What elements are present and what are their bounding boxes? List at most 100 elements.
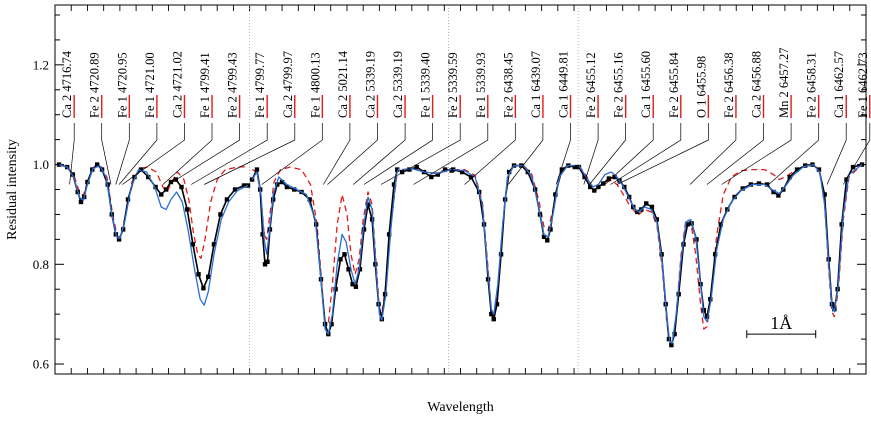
observed-point: [94, 162, 100, 167]
series-group: [56, 162, 865, 348]
line-id-leader: [508, 123, 544, 185]
line-id-leader: [380, 123, 461, 185]
observed-point: [138, 167, 144, 172]
line-id-leader: [610, 123, 682, 185]
line-id-label: O 1 6455.98: [694, 56, 708, 118]
line-id-leader: [122, 123, 185, 185]
y-tick-label: 1.2: [33, 57, 49, 72]
line-id-leader: [162, 123, 213, 185]
observed-point: [386, 232, 392, 237]
observed-point: [254, 167, 260, 172]
line-id-leader: [327, 123, 378, 185]
observed-point: [672, 331, 677, 337]
line-id-label: Fe 2 4799.43: [226, 52, 240, 118]
observed-point: [196, 272, 201, 277]
line-identifications: Ca 2 4716.74 Fe 2 4720.89 Fe 1 4720.95 Fe 1…: [60, 48, 871, 185]
observed-point: [596, 184, 601, 190]
observed-point: [704, 314, 710, 319]
series-model-red: [578, 163, 863, 346]
observed-point: [168, 179, 174, 185]
line-id-leader: [555, 123, 571, 185]
y-tick-label: 0.8: [33, 257, 49, 272]
observed-point: [399, 169, 405, 175]
y-axis: 0.6 0.8 1.0 1.2: [33, 14, 866, 372]
observed-point: [756, 181, 762, 186]
observed-point: [146, 174, 151, 180]
observed-point: [669, 342, 674, 348]
series-model-blue: [58, 163, 249, 306]
line-id-label: Fe 2 5339.59: [446, 52, 460, 118]
observed-point: [576, 164, 582, 170]
line-id-leader: [589, 123, 626, 185]
observed-point: [56, 162, 62, 167]
line-id-label: Fe 1 4800.13: [308, 52, 322, 118]
line-id-leader: [842, 123, 871, 185]
observed-point: [338, 257, 343, 262]
x-axis-title: Wavelength: [427, 400, 494, 415]
series-model-blue: [453, 164, 575, 315]
observed-point: [859, 162, 865, 167]
line-id-label: Ca 2 4716.74: [60, 50, 74, 118]
observed-point: [241, 183, 247, 188]
observed-point: [365, 202, 371, 207]
observed-point: [391, 182, 397, 187]
observed-point: [211, 242, 217, 247]
observed-point: [685, 222, 690, 227]
observed-point: [132, 174, 137, 180]
scale-bar-label: 1Å: [770, 313, 792, 333]
line-id-label: Fe 1 4799.41: [198, 52, 212, 118]
observed-point: [644, 201, 649, 206]
observed-point: [159, 192, 164, 197]
series-model-red: [58, 163, 249, 259]
observed-point: [342, 252, 347, 257]
observed-point: [764, 182, 770, 187]
observed-point: [85, 179, 90, 185]
observed-point: [179, 184, 184, 190]
line-id-leader: [261, 123, 323, 185]
line-id-leader: [363, 123, 433, 185]
series-observed: [452, 164, 576, 320]
series-model-blue: [251, 168, 400, 335]
observed-point: [459, 169, 465, 175]
observed-point: [407, 167, 412, 172]
observed-point: [442, 167, 448, 172]
observed-point: [506, 169, 512, 175]
observed-point: [125, 197, 131, 202]
line-id-label: Ca 1 6439.07: [529, 51, 543, 118]
observed-point: [245, 183, 251, 188]
observed-point: [346, 267, 351, 272]
observed-point: [732, 194, 737, 200]
y-tick-label: 0.6: [33, 357, 50, 372]
observed-point: [712, 252, 718, 257]
observed-point: [582, 174, 587, 180]
observed-point: [435, 172, 440, 177]
observed-point: [275, 182, 280, 187]
line-id-label: Fe 2 6456.38: [722, 52, 736, 118]
line-id-label: Fe 2 6455.16: [612, 52, 626, 118]
line-id-leader: [118, 123, 158, 185]
observed-point: [329, 321, 334, 327]
observed-point: [265, 259, 270, 265]
observed-point: [592, 188, 597, 193]
observed-point: [601, 181, 606, 186]
observed-point: [357, 267, 363, 272]
observed-point: [771, 189, 776, 195]
observed-point: [494, 301, 500, 307]
line-id-label: Fe 1 4799.77: [253, 52, 267, 118]
observed-point: [468, 174, 474, 180]
line-id-leader: [616, 123, 709, 185]
observed-point: [649, 204, 655, 210]
observed-point: [622, 184, 627, 190]
line-id-label: Ca 2 4721.02: [171, 51, 185, 118]
observed-point: [249, 177, 255, 182]
line-id-leader: [689, 123, 737, 185]
observed-point: [369, 217, 375, 222]
observed-point: [163, 187, 169, 192]
observed-point: [559, 167, 565, 172]
line-id-leader: [353, 123, 406, 185]
line-id-label: Fe 2 6455.84: [667, 52, 681, 118]
observed-point: [794, 167, 800, 172]
observed-point: [802, 163, 808, 168]
